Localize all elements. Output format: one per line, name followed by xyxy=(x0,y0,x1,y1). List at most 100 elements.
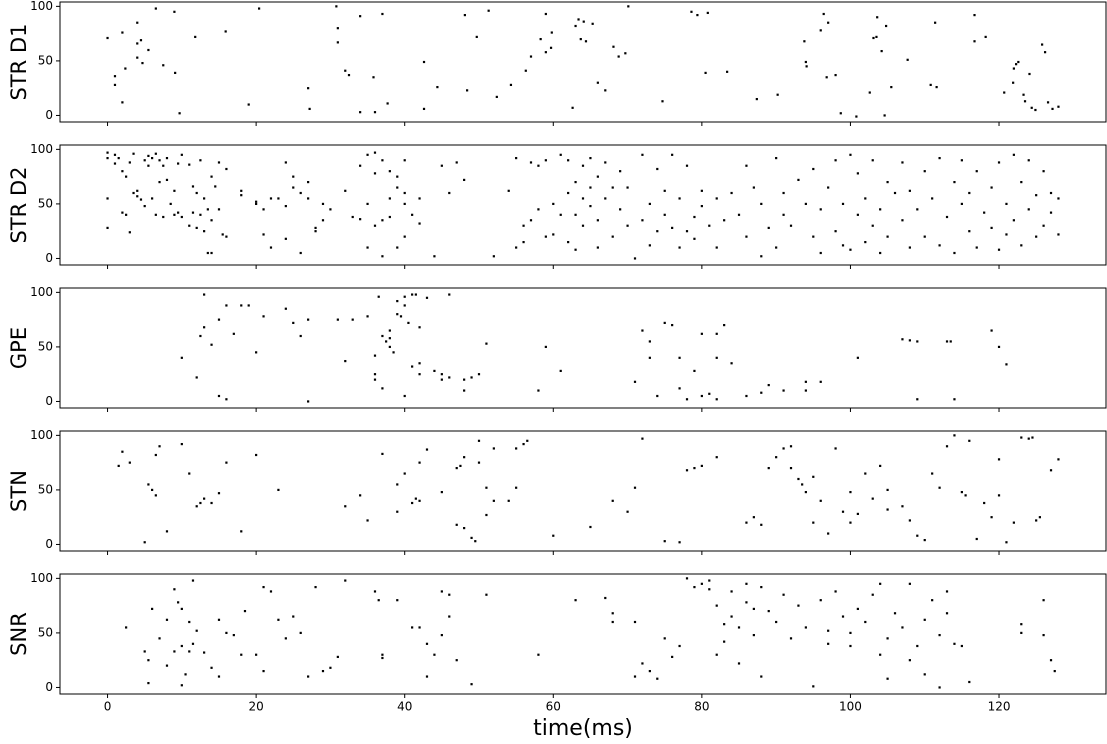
spike xyxy=(396,599,399,602)
spike xyxy=(418,461,421,464)
spike xyxy=(856,213,859,216)
spike xyxy=(544,51,547,54)
spike xyxy=(440,378,443,381)
spike xyxy=(255,202,258,206)
spike xyxy=(366,246,369,249)
spike xyxy=(359,111,362,114)
spike xyxy=(217,675,221,678)
spike xyxy=(737,626,741,629)
spike xyxy=(210,175,213,178)
spike xyxy=(730,191,733,195)
spike xyxy=(559,369,562,373)
y-tick-label: 100 xyxy=(30,0,53,13)
spike xyxy=(136,195,139,198)
spike xyxy=(929,83,932,87)
spike xyxy=(121,31,124,34)
spike xyxy=(314,230,317,233)
spike xyxy=(203,230,206,233)
spike xyxy=(314,226,317,230)
spike xyxy=(700,582,703,585)
axes-frame xyxy=(59,1,1107,123)
spike xyxy=(923,170,926,173)
spike xyxy=(574,180,577,184)
spike xyxy=(154,213,157,216)
spike xyxy=(403,202,406,206)
spike xyxy=(436,85,439,89)
spike xyxy=(908,246,911,249)
spike xyxy=(916,644,919,648)
spike xyxy=(537,389,540,392)
spike xyxy=(180,153,183,156)
spike xyxy=(953,642,956,645)
spike xyxy=(886,508,889,511)
spike xyxy=(255,351,258,354)
spike xyxy=(440,590,443,593)
spike xyxy=(206,208,209,211)
spike xyxy=(908,189,911,192)
spike xyxy=(656,677,659,680)
spike xyxy=(953,398,956,401)
spike xyxy=(128,231,131,234)
spike xyxy=(923,673,926,676)
spike xyxy=(292,615,295,618)
spike xyxy=(425,448,429,451)
y-axis-label: STR D1 xyxy=(7,24,31,101)
spike xyxy=(708,579,711,582)
spike xyxy=(656,167,659,171)
spike xyxy=(106,151,109,154)
spike xyxy=(990,329,993,332)
spike xyxy=(723,623,726,626)
spike xyxy=(782,447,785,450)
spike xyxy=(671,323,674,327)
spike xyxy=(559,213,562,216)
spike xyxy=(908,659,911,662)
spike xyxy=(210,343,213,346)
spike xyxy=(550,31,553,34)
spike xyxy=(997,161,1001,164)
axes-frame xyxy=(59,287,1107,409)
spike xyxy=(418,626,421,629)
spike xyxy=(314,585,317,589)
spike xyxy=(983,501,986,505)
spike xyxy=(255,200,258,203)
spike xyxy=(463,13,466,17)
spike xyxy=(396,175,399,178)
spike xyxy=(217,394,221,398)
spike xyxy=(299,334,302,338)
spike xyxy=(834,159,837,162)
spike xyxy=(433,653,436,656)
spike xyxy=(804,202,807,206)
spike xyxy=(143,159,146,162)
spike xyxy=(329,666,332,669)
spike xyxy=(752,186,755,189)
spike xyxy=(217,618,221,621)
spike xyxy=(269,246,273,249)
spike xyxy=(938,686,941,689)
spike xyxy=(577,18,580,21)
spike xyxy=(879,208,882,211)
spike xyxy=(1012,219,1015,222)
spike xyxy=(217,208,221,211)
spike xyxy=(581,197,585,200)
spike xyxy=(745,521,748,524)
spike xyxy=(633,486,637,489)
spike xyxy=(470,376,473,379)
spike xyxy=(492,499,495,502)
spike xyxy=(812,167,815,171)
spike xyxy=(693,585,696,589)
spike xyxy=(641,329,644,332)
spike xyxy=(492,447,495,450)
spike xyxy=(526,439,529,442)
spike xyxy=(648,244,651,247)
spike xyxy=(745,394,748,398)
spike xyxy=(841,244,845,247)
spike xyxy=(627,5,630,8)
spike xyxy=(767,466,770,470)
spike xyxy=(968,230,971,233)
spike xyxy=(1038,516,1041,519)
y-tick-label: 50 xyxy=(38,625,53,639)
spike xyxy=(128,161,131,164)
spike xyxy=(760,523,763,526)
spike xyxy=(433,255,436,258)
spike xyxy=(549,46,553,49)
